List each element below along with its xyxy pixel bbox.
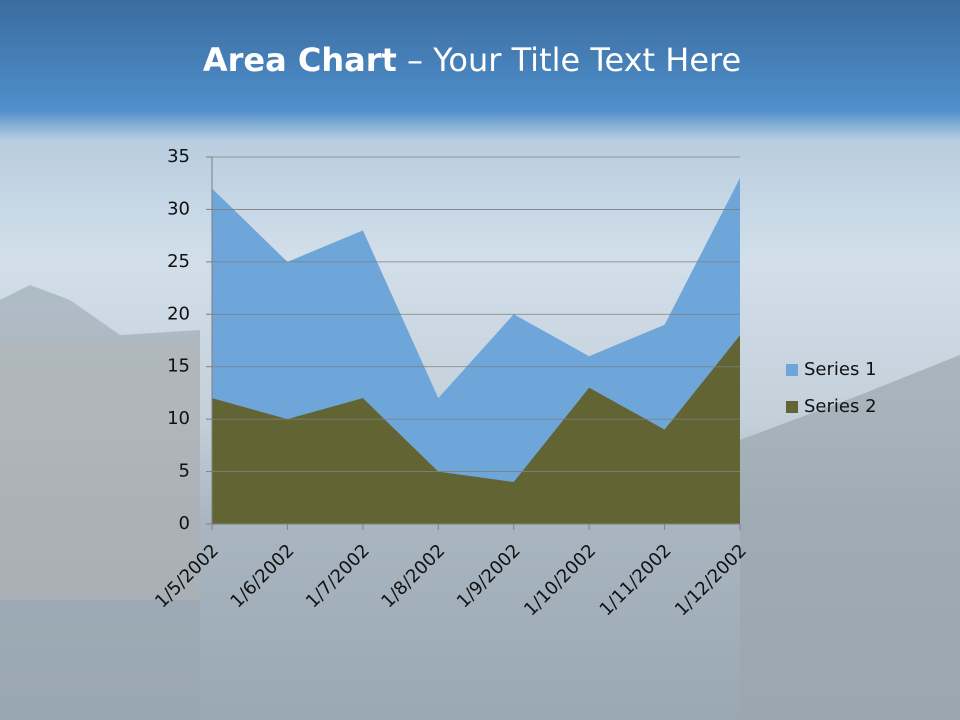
y-tick-label: 35 — [167, 146, 190, 167]
y-tick-label: 10 — [167, 408, 190, 429]
y-tick-label: 25 — [167, 251, 190, 272]
x-tick-label: 1/12/2002 — [671, 540, 751, 620]
y-tick-label: 5 — [179, 461, 190, 482]
x-tick-label: 1/9/2002 — [453, 540, 525, 612]
y-tick-label: 20 — [167, 303, 190, 324]
y-tick-label: 15 — [167, 356, 190, 377]
title-rest: – Your Title Text Here — [397, 41, 741, 79]
x-tick-label: 1/6/2002 — [226, 540, 298, 612]
title-bold: Area Chart — [203, 41, 397, 79]
x-tick-label: 1/11/2002 — [596, 540, 676, 620]
x-tick-label: 1/8/2002 — [377, 540, 449, 612]
x-tick-label: 1/7/2002 — [302, 540, 374, 612]
legend-swatch — [786, 364, 798, 376]
background-hut — [0, 340, 200, 600]
legend-swatch — [786, 401, 798, 413]
y-tick-label: 0 — [179, 513, 190, 534]
y-tick-label: 30 — [167, 198, 190, 219]
area — [212, 335, 740, 524]
legend-label: Series 1 — [804, 359, 877, 380]
x-tick-label: 1/10/2002 — [520, 540, 600, 620]
legend-label: Series 2 — [804, 396, 877, 417]
chart-title: Area Chart – Your Title Text Here — [203, 41, 741, 79]
background-hill — [740, 355, 960, 720]
